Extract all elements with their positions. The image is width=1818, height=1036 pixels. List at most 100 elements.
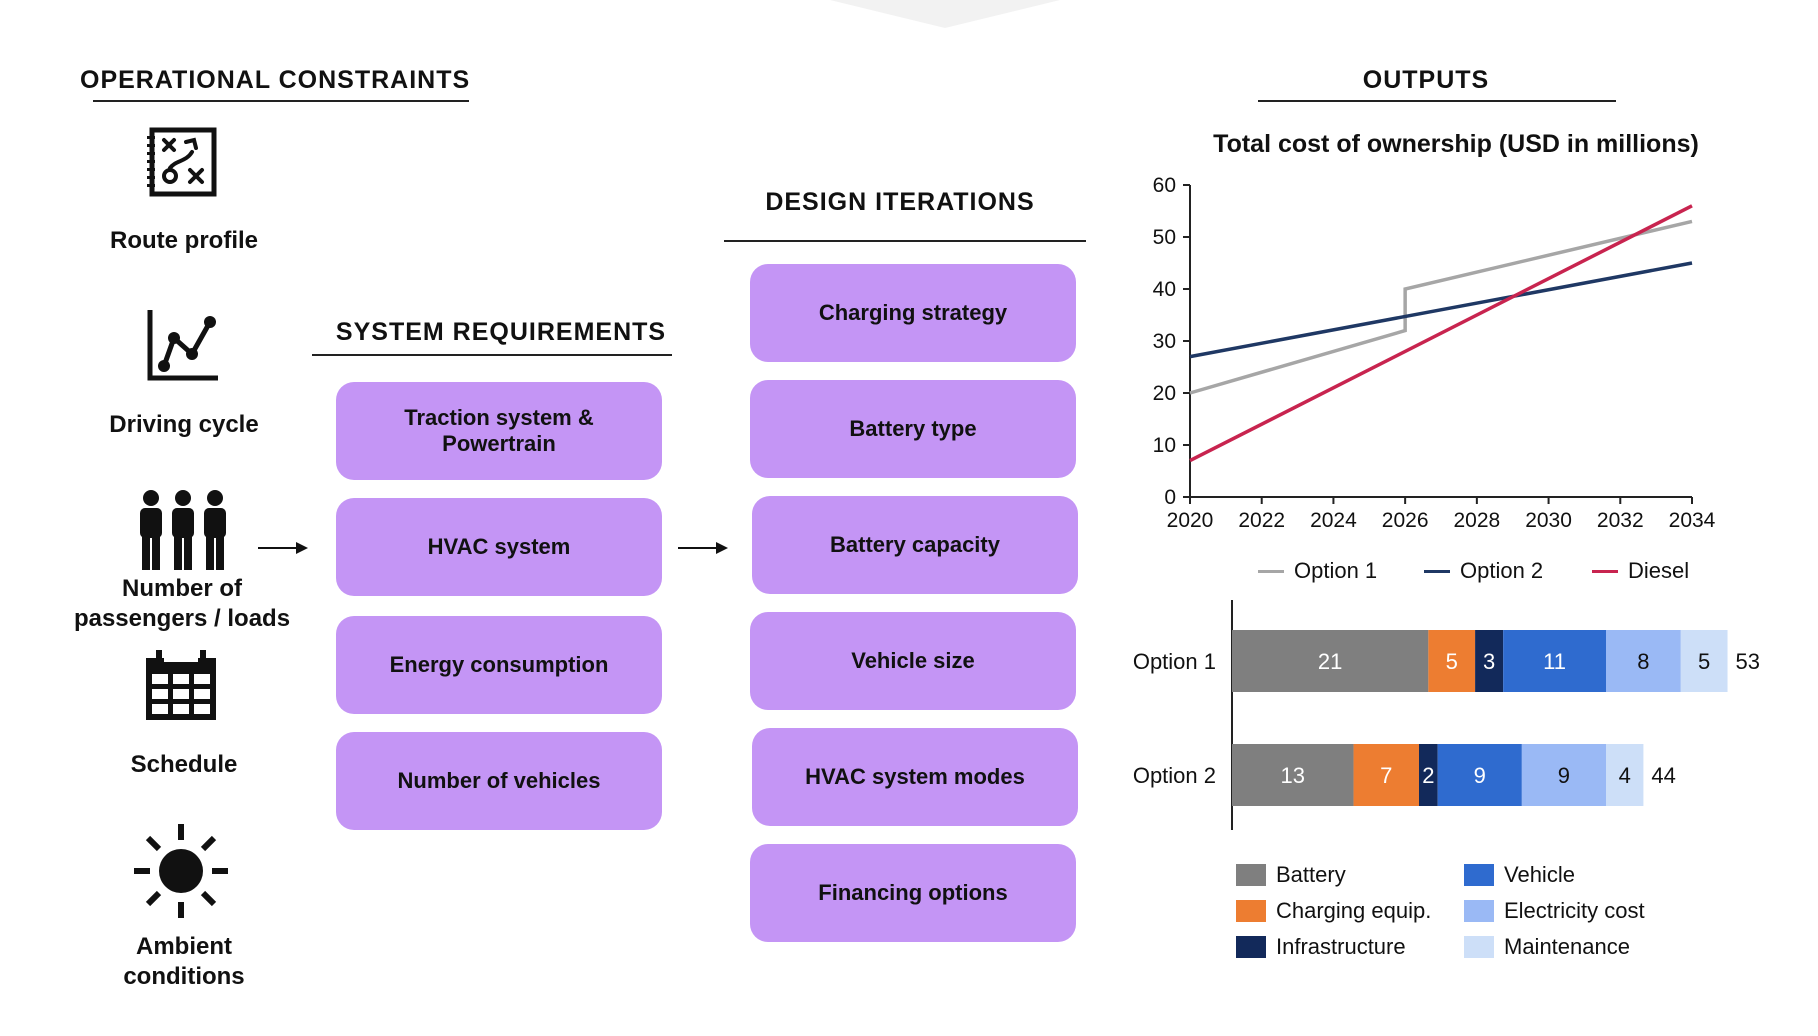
bar-value-label: 11 (1543, 649, 1566, 674)
bar-value-label: 3 (1483, 649, 1495, 674)
bar-value-label: 21 (1318, 649, 1342, 674)
legend-swatch (1464, 900, 1494, 922)
constraint-label-route-profile: Route profile (110, 227, 258, 254)
bar-segment-battery (1232, 630, 1429, 692)
design-battery-type: Battery type (750, 380, 1076, 478)
legend-battery: Battery (1236, 862, 1346, 888)
bar-segment-electricity-cost (1521, 744, 1606, 806)
route-map-icon (147, 127, 217, 197)
design-vehicle-size: Vehicle size (750, 612, 1076, 710)
legend-electricity: Electricity cost (1464, 898, 1645, 924)
category-label: Option 2 (1133, 763, 1216, 788)
legend-swatch (1464, 864, 1494, 886)
x-tick-label: 2028 (1453, 509, 1500, 532)
requirement-hvac: HVAC system (336, 498, 662, 596)
legend-vehicle: Vehicle (1464, 862, 1575, 888)
legend-swatch (1464, 936, 1494, 958)
series-line-option-1 (1189, 219, 1693, 395)
legend-label: Electricity cost (1504, 898, 1645, 923)
y-tick-label: 40 (1153, 278, 1176, 301)
arrow-right-icon (258, 542, 308, 554)
sun-icon (134, 824, 228, 918)
legend-swatch (1236, 936, 1266, 958)
calendar-icon (146, 650, 216, 720)
x-tick-label: 2034 (1669, 509, 1716, 532)
constraint-label-ambient: Ambient conditions (123, 933, 245, 990)
requirement-energy: Energy consumption (336, 616, 662, 714)
heading-outputs: OUTPUTS (1362, 66, 1490, 94)
legend-option-1: Option 1 (1258, 558, 1377, 584)
bar-total-label: 44 (1651, 763, 1675, 788)
x-tick-label: 2024 (1310, 509, 1357, 532)
design-financing: Financing options (750, 844, 1076, 942)
bar-segment-vehicle (1437, 744, 1522, 806)
legend-line-swatch (1258, 569, 1284, 573)
legend-label: Maintenance (1504, 934, 1630, 959)
bar-segment-charging-equip- (1428, 630, 1476, 692)
constraint-label-passengers: Number of passengers / loads (73, 575, 291, 632)
legend-maintenance: Maintenance (1464, 934, 1630, 960)
legend-infrastructure: Infrastructure (1236, 934, 1406, 960)
legend-swatch (1236, 864, 1266, 886)
legend-label: Charging equip. (1276, 898, 1432, 923)
series-line-option-2 (1189, 261, 1693, 359)
line-chart-title: Total cost of ownership (USD in millions… (1213, 130, 1699, 158)
bar-value-label: 7 (1380, 763, 1392, 788)
design-charging-strategy: Charging strategy (750, 264, 1076, 362)
legend-label: Diesel (1628, 558, 1690, 583)
requirement-vehicles: Number of vehicles (336, 732, 662, 830)
bar-value-label: 8 (1637, 649, 1649, 674)
x-tick-label: 2026 (1382, 509, 1429, 532)
heading-underline (1258, 100, 1616, 102)
heading-underline (312, 354, 672, 356)
bar-value-label: 4 (1619, 763, 1631, 788)
bar-value-label: 9 (1474, 763, 1486, 788)
bar-segment-vehicle (1503, 630, 1606, 692)
legend-label: Infrastructure (1276, 934, 1406, 959)
legend-line-swatch (1424, 569, 1450, 573)
legend-label: Option 1 (1294, 558, 1378, 583)
legend-charging: Charging equip. (1236, 898, 1431, 924)
y-tick-label: 60 (1153, 174, 1176, 197)
line-graph-icon (147, 310, 218, 381)
bar-segment-maintenance (1606, 744, 1644, 806)
bar-segment-battery (1232, 744, 1354, 806)
bar-total-label: 53 (1736, 649, 1760, 674)
y-tick-label: 30 (1153, 330, 1176, 353)
y-tick-label: 20 (1153, 382, 1176, 405)
legend-swatch (1236, 900, 1266, 922)
bar-segment-infrastructure (1419, 744, 1438, 806)
constraint-label-schedule: Schedule (130, 751, 238, 778)
heading-operational-constraints: OPERATIONAL CONSTRAINTS (80, 66, 471, 94)
bar-value-label: 5 (1446, 649, 1458, 674)
category-label: Option 1 (1133, 649, 1216, 674)
bar-value-label: 9 (1558, 763, 1570, 788)
x-tick-label: 2030 (1525, 509, 1572, 532)
legend-diesel: Diesel (1592, 558, 1689, 584)
legend-label: Vehicle (1504, 862, 1575, 887)
bar-segment-electricity-cost (1606, 630, 1681, 692)
y-tick-label: 0 (1164, 486, 1176, 509)
top-decoration (830, 0, 1060, 28)
people-icon (140, 490, 226, 570)
bar-segment-maintenance (1680, 630, 1728, 692)
x-tick-label: 2032 (1597, 509, 1644, 532)
heading-system-requirements: SYSTEM REQUIREMENTS (335, 318, 667, 346)
legend-label: Option 2 (1460, 558, 1544, 583)
design-hvac-modes: HVAC system modes (752, 728, 1078, 826)
arrow-right-icon (678, 542, 728, 554)
bar-value-label: 2 (1422, 763, 1434, 788)
design-battery-capacity: Battery capacity (752, 496, 1078, 594)
constraint-label-driving-cycle: Driving cycle (109, 411, 259, 438)
legend-label: Battery (1276, 862, 1346, 887)
heading-underline (93, 100, 469, 102)
x-tick-label: 2022 (1238, 509, 1285, 532)
legend-line-swatch (1592, 569, 1618, 573)
y-tick-label: 50 (1153, 226, 1176, 249)
bar-segment-infrastructure (1475, 630, 1504, 692)
bar-value-label: 5 (1698, 649, 1710, 674)
legend-option-2: Option 2 (1424, 558, 1543, 584)
x-tick-label: 2020 (1167, 509, 1214, 532)
